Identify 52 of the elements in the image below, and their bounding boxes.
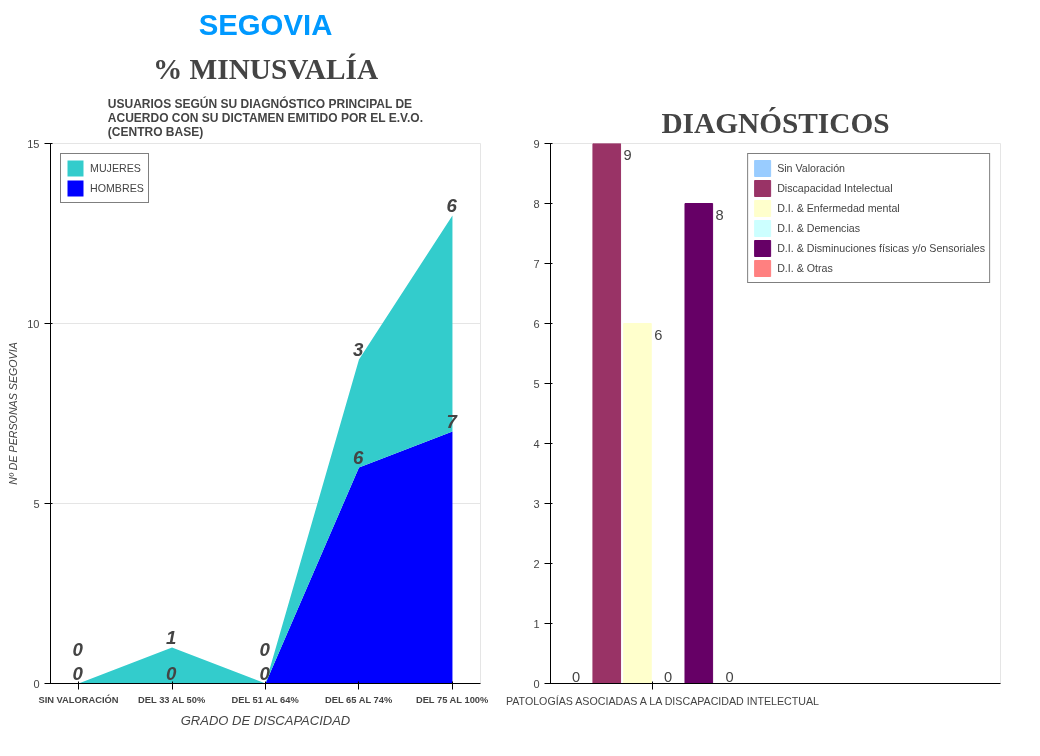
y-tick-label: 3	[533, 497, 540, 510]
legend-label: D.I. & Otras	[777, 262, 833, 274]
text: SEGOVIA	[198, 7, 333, 41]
y-tick-label: 4	[533, 437, 540, 450]
y-tick-label: 6	[533, 317, 540, 330]
data-label: 0	[259, 638, 271, 660]
data-label: 6	[352, 446, 364, 468]
data-label: 3	[352, 338, 364, 360]
data-label: 8	[715, 206, 724, 223]
y-tick-label: 0	[33, 677, 40, 690]
chart-title: % MINUSVALÍA	[152, 52, 379, 85]
data-label: 0	[72, 662, 84, 684]
bar	[623, 323, 652, 684]
data-label: 0	[664, 668, 673, 685]
data-label: 1	[166, 626, 177, 648]
legend-label: D.I. & Demencias	[777, 222, 861, 234]
y-tick-label: 15	[27, 137, 40, 150]
x-tick-label: DEL 33 AL 50%	[138, 694, 206, 705]
data-label: 7	[446, 410, 459, 432]
data-label: 0	[72, 638, 84, 660]
data-label: 0	[166, 662, 178, 684]
legend-label: D.I. & Disminuciones físicas y/o Sensoriales	[777, 242, 985, 254]
legend-label: Discapacidad Intelectual	[777, 182, 893, 194]
y-tick-label: 5	[533, 377, 540, 390]
x-tick-label: DEL 65 AL 74%	[325, 694, 393, 705]
bar	[684, 203, 714, 684]
legend-label: MUJERES	[90, 162, 141, 174]
y-tick-label: 8	[533, 197, 540, 210]
data-label: 6	[654, 326, 663, 343]
legend-label: D.I. & Enfermedad mental	[777, 202, 900, 214]
x-tick-label: DEL 75 AL 100%	[415, 694, 490, 705]
data-label: 9	[623, 146, 632, 163]
y-tick-label: 5	[33, 497, 40, 510]
y-tick-label: 7	[533, 257, 540, 270]
chart-subtitle: USUARIOS SEGÚN SU DIAGNÓSTICO PRINCIPAL DE ACUERDO CON SU DICTAMEN EMITIDO POR EL E.V.O. (CENTRO BASE)	[107, 95, 423, 139]
y-tick-label: 0	[533, 677, 540, 690]
x-tick-label: PATOLOGÍAS ASOCIADAS A LA DISCAPACIDAD INTELECTUAL	[505, 694, 820, 707]
y-tick-label: 1	[533, 617, 540, 630]
chart-title: DIAGNÓSTICOS	[661, 106, 890, 139]
data-label: 0	[725, 668, 734, 685]
x-axis-title: GRADO DE DISCAPACIDAD	[180, 712, 351, 728]
y-tick-label: 10	[27, 317, 40, 330]
x-tick-label: DEL 51 AL 64%	[231, 694, 300, 705]
y-tick-label: 2	[533, 557, 540, 570]
y-axis-title: Nº DE PERSONAS SEGOVIA	[7, 342, 20, 485]
bar	[592, 143, 622, 684]
y-tick-label: 9	[533, 137, 540, 150]
data-label: 0	[571, 668, 581, 685]
data-label: 6	[446, 194, 458, 216]
x-tick-label: SIN VALORACIÓN	[38, 693, 119, 705]
legend-label: HOMBRES	[90, 182, 144, 194]
legend-label: Sin Valoración	[777, 162, 846, 174]
